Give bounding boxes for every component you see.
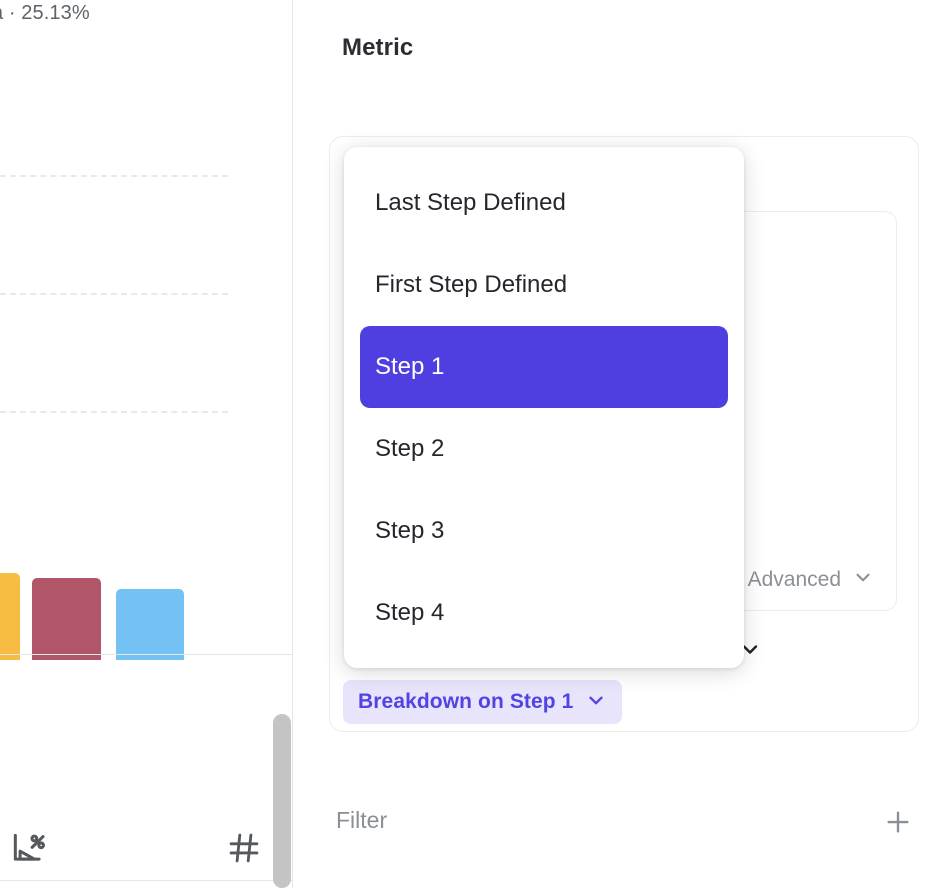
chart-panel-divider	[0, 654, 292, 655]
chart-gridline	[0, 411, 228, 413]
filter-label: Filter	[336, 807, 388, 833]
dropdown-option-label: Last Step Defined	[375, 189, 566, 216]
vertical-scrollbar-thumb[interactable]	[273, 714, 291, 888]
breakdown-chip[interactable]: Breakdown on Step 1	[343, 680, 623, 724]
chart-gridline	[0, 293, 228, 295]
chart-panel: a · 25.13%	[0, 0, 293, 888]
chart-bar	[32, 578, 101, 660]
chart-gridline	[0, 175, 228, 177]
panel-vertical-divider	[292, 0, 293, 888]
dropdown-option-step-3[interactable]: Step 3	[360, 490, 728, 572]
advanced-toggle[interactable]: Advanced	[748, 566, 874, 594]
plus-icon[interactable]	[880, 804, 916, 840]
dropdown-option-label: Step 1	[375, 353, 445, 380]
chart-caption: a · 25.13%	[0, 2, 90, 24]
grid-hash-icon[interactable]	[222, 826, 266, 870]
metric-card-collapse-chevron-down-icon[interactable]	[738, 637, 762, 666]
filter-row: Filter	[329, 800, 919, 848]
breakdown-chip-label: Breakdown on Step 1	[358, 690, 574, 713]
chart-toolbar	[0, 806, 292, 876]
dropdown-option-label: Step 2	[375, 435, 445, 462]
dropdown-option-first-step-defined[interactable]: First Step Defined	[360, 244, 728, 326]
funnel-percent-chart-icon[interactable]	[6, 826, 50, 870]
chart-panel-footer-divider	[0, 880, 292, 881]
dropdown-option-label: Step 4	[375, 599, 445, 626]
dropdown-option-label: First Step Defined	[375, 271, 568, 298]
chevron-down-icon	[852, 566, 874, 594]
dropdown-option-label: Step 3	[375, 517, 445, 544]
metric-step-dropdown[interactable]: Last Step Defined First Step Defined Step …	[344, 147, 744, 668]
chart-bars	[0, 0, 293, 660]
page-title: Metric	[342, 34, 414, 61]
dropdown-option-step-2[interactable]: Step 2	[360, 408, 728, 490]
chart-bar	[116, 589, 184, 660]
dropdown-option-step-1[interactable]: Step 1	[360, 326, 728, 408]
chart-bar	[0, 573, 20, 660]
dropdown-option-step-4[interactable]: Step 4	[360, 572, 728, 654]
dropdown-option-last-step-defined[interactable]: Last Step Defined	[360, 162, 728, 244]
advanced-toggle-label: Advanced	[747, 568, 841, 591]
chevron-down-icon	[585, 689, 607, 716]
